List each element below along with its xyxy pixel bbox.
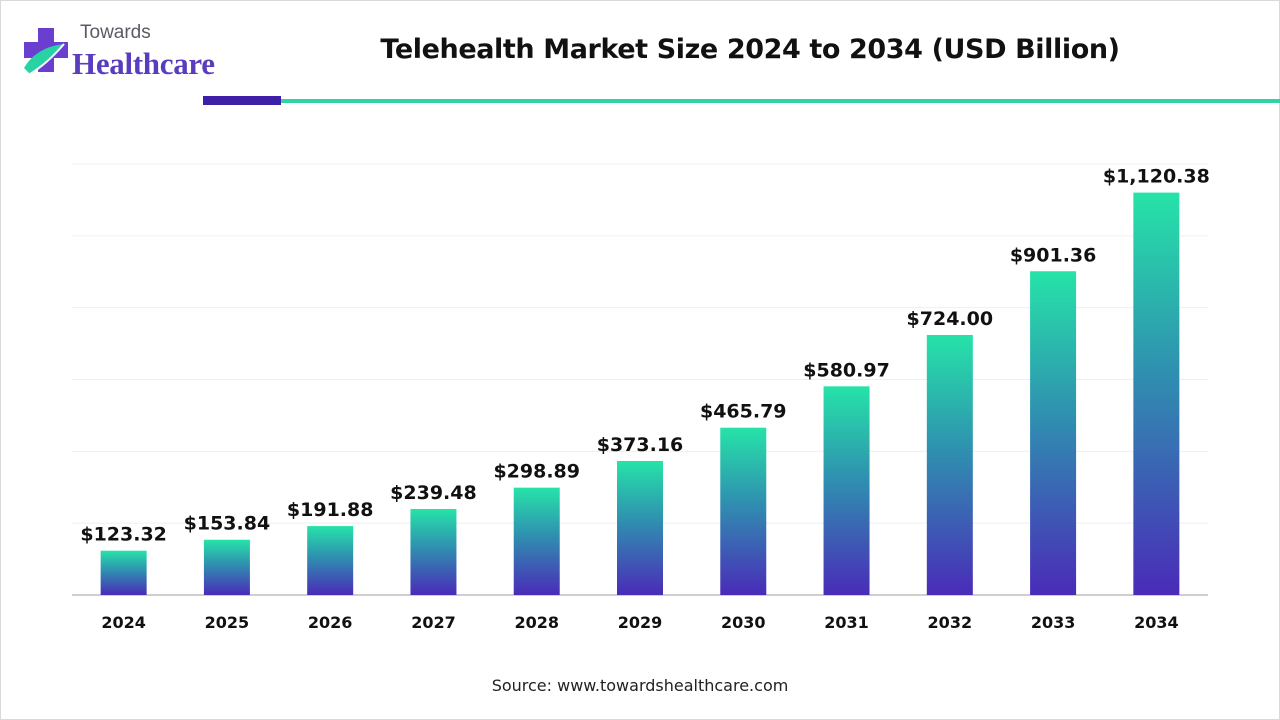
title-rule-accent xyxy=(203,96,281,105)
data-label-2025: $153.84 xyxy=(184,513,271,535)
bar-2026 xyxy=(307,526,354,595)
x-tick-label-2029: 2029 xyxy=(618,613,663,632)
title-rule xyxy=(281,99,1280,103)
bar-2031 xyxy=(823,386,870,595)
x-tick-label-2027: 2027 xyxy=(411,613,456,632)
x-tick-label-2026: 2026 xyxy=(308,613,353,632)
brand-top-text: Towards xyxy=(80,22,151,43)
x-tick-label-2034: 2034 xyxy=(1134,613,1179,632)
data-label-2026: $191.88 xyxy=(287,499,374,521)
data-label-2027: $239.48 xyxy=(390,482,477,504)
data-label-2034: $1,120.38 xyxy=(1103,166,1210,188)
x-tick-label-2033: 2033 xyxy=(1031,613,1076,632)
data-label-2024: $123.32 xyxy=(80,524,167,546)
brand-main-text: Healthcare xyxy=(72,46,215,81)
chart-title: Telehealth Market Size 2024 to 2034 (USD… xyxy=(380,34,1120,65)
x-tick-label-2028: 2028 xyxy=(514,613,559,632)
bar-2028 xyxy=(513,487,560,595)
bar-2030 xyxy=(720,427,767,595)
data-label-2033: $901.36 xyxy=(1010,244,1097,266)
bar-2029 xyxy=(617,460,663,595)
data-label-2031: $580.97 xyxy=(803,359,890,381)
bar-2025 xyxy=(203,539,250,595)
bar-2034 xyxy=(1133,192,1180,595)
bar-2033 xyxy=(1030,271,1077,595)
data-label-2030: $465.79 xyxy=(700,401,787,423)
bar-2032 xyxy=(926,334,973,595)
bar-2027 xyxy=(410,508,457,595)
x-tick-label-2031: 2031 xyxy=(824,613,869,632)
source-note: Source: www.towardshealthcare.com xyxy=(491,676,789,695)
data-label-2032: $724.00 xyxy=(907,308,994,330)
brand-logo: Towards Healthcare xyxy=(18,22,248,84)
x-tick-label-2032: 2032 xyxy=(928,613,973,632)
bar-2024 xyxy=(100,550,147,595)
data-label-2029: $373.16 xyxy=(597,434,684,456)
x-tick-label-2025: 2025 xyxy=(205,613,250,632)
x-tick-label-2030: 2030 xyxy=(721,613,766,632)
x-tick-label-2024: 2024 xyxy=(101,613,146,632)
data-label-2028: $298.89 xyxy=(493,461,580,483)
medical-cross-icon xyxy=(24,28,68,75)
